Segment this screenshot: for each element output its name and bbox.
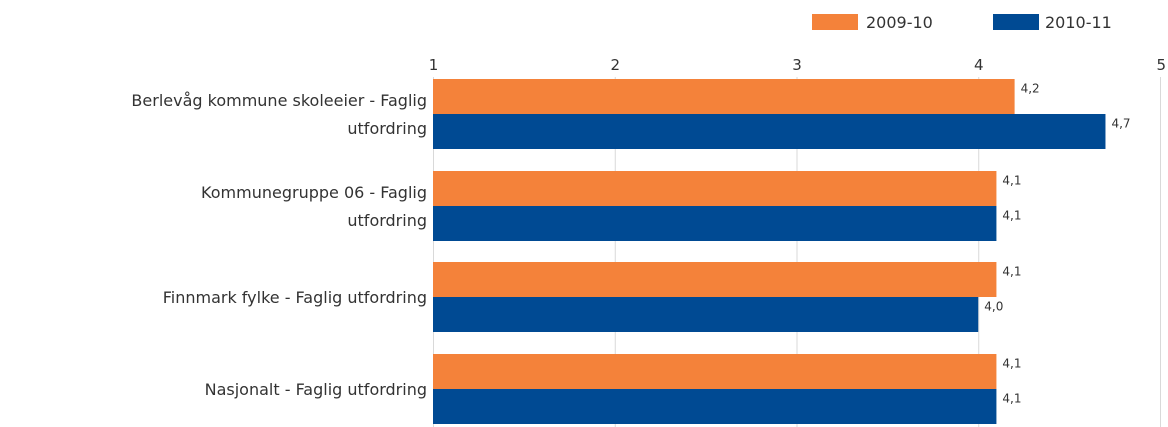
data-label: 4,7 <box>1111 117 1130 131</box>
x-tick-label: 1 <box>429 56 439 74</box>
x-tick-label: 5 <box>1156 56 1166 74</box>
data-label: 4,2 <box>1021 82 1040 96</box>
legend-swatch <box>812 14 858 30</box>
bar <box>433 389 997 424</box>
x-axis-ticks: 1 2 3 4 5 <box>429 56 1166 74</box>
category-label: utfordring <box>347 211 427 230</box>
bar <box>433 171 997 206</box>
x-tick-label: 3 <box>792 56 802 74</box>
data-label: 4,1 <box>1002 357 1021 371</box>
bar <box>433 114 1106 149</box>
legend-label[interactable]: 2010-11 <box>1045 13 1112 32</box>
category-labels: Berlevåg kommune skoleeier - Faglig utfor… <box>131 91 427 399</box>
bars: 4,2 4,1 4,1 4,1 4,7 4,1 4,0 4,1 <box>433 79 1131 424</box>
data-label: 4,0 <box>984 300 1003 314</box>
category-label: Berlevåg kommune skoleeier - Faglig <box>131 91 427 110</box>
bar <box>433 354 997 389</box>
data-label: 4,1 <box>1002 174 1021 188</box>
bar <box>433 79 1015 114</box>
data-label: 4,1 <box>1002 265 1021 279</box>
category-label: Finnmark fylke - Faglig utfordring <box>163 288 427 307</box>
legend-swatch <box>993 14 1039 30</box>
bar <box>433 262 997 297</box>
category-label: utfordring <box>347 119 427 138</box>
legend-label[interactable]: 2009-10 <box>866 13 933 32</box>
bar <box>433 297 979 332</box>
category-label: Nasjonalt - Faglig utfordring <box>205 380 427 399</box>
category-label: Kommunegruppe 06 - Faglig <box>201 183 427 202</box>
bar <box>433 206 997 241</box>
x-tick-label: 2 <box>610 56 620 74</box>
data-label: 4,1 <box>1002 209 1021 223</box>
legend: 2009-10 2010-11 <box>812 13 1112 32</box>
data-label: 4,1 <box>1002 392 1021 406</box>
x-tick-label: 4 <box>974 56 984 74</box>
